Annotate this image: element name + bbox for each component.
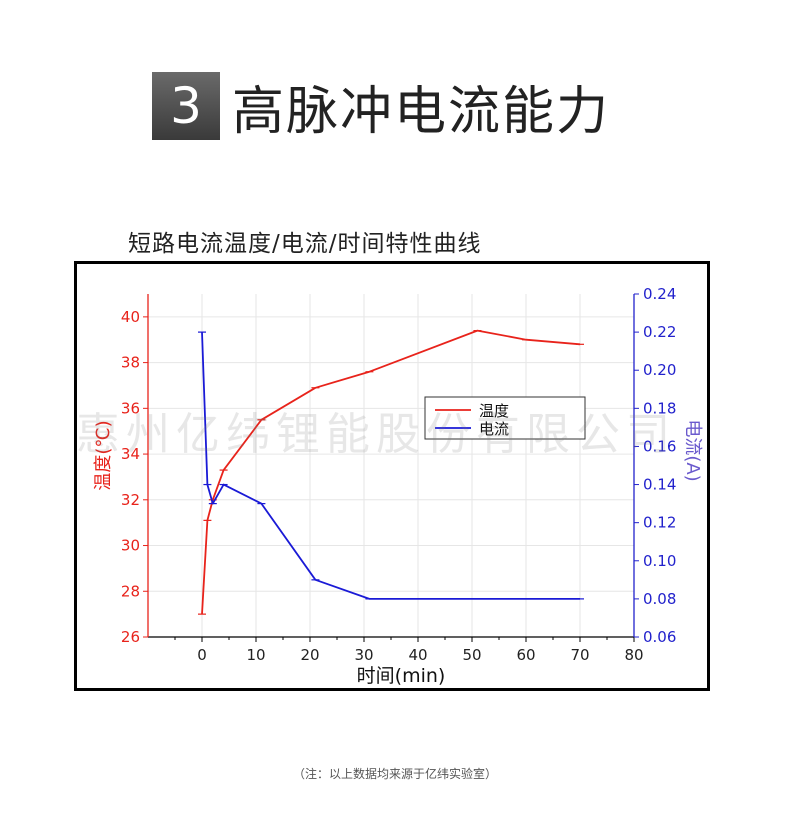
x-axis-label: 时间(min) [357,665,446,687]
y-right-tick-label: 0.12 [643,514,676,532]
y-left-tick-label: 36 [121,399,140,417]
y-right-tick-label: 0.10 [643,552,676,570]
footnote: （注：以上数据均来源于亿纬实验室） [292,767,497,781]
current-line [201,332,580,600]
x-tick-label: 70 [570,646,589,664]
y-right-axis-label: 电流(A) [682,419,703,481]
legend-label: 电流 [479,420,509,438]
y-right-tick-label: 0.24 [643,285,676,303]
y-left-tick-label: 38 [121,354,140,372]
x-tick-label: 10 [246,646,265,664]
x-tick-label: 50 [462,646,481,664]
y-left-tick-label: 30 [121,537,140,555]
y-right-tick-label: 0.06 [643,628,676,646]
x-tick-label: 60 [516,646,535,664]
y-right-tick-label: 0.22 [643,323,676,341]
legend-label: 温度 [479,402,509,420]
y-left-tick-label: 28 [121,582,140,600]
x-tick-label: 80 [624,646,643,664]
x-tick-label: 20 [300,646,319,664]
section-number: 3 [152,72,220,140]
y-right-tick-label: 0.18 [643,399,676,417]
y-left-tick-label: 26 [121,628,140,646]
y-right-tick-label: 0.14 [643,476,676,494]
x-tick-label: 0 [197,646,207,664]
chart-title: 短路电流温度/电流/时间特性曲线 [128,231,482,257]
y-left-axis-label: 温度(℃) [93,420,114,490]
legend-box [424,396,586,440]
chart-frame [74,261,710,691]
y-right-tick-label: 0.16 [643,437,676,455]
y-left-tick-label: 40 [121,308,140,326]
y-left-tick-label: 32 [121,491,140,509]
section-title: 高脉冲电流能力 [232,81,611,142]
x-tick-label: 40 [408,646,427,664]
section-header: 3 高脉冲电流能力 [152,72,610,142]
y-right-tick-label: 0.08 [643,590,676,608]
x-tick-label: 30 [354,646,373,664]
y-right-tick-label: 0.20 [643,361,676,379]
watermark: 惠州亿纬锂能股份有限公司 [76,409,676,460]
y-left-tick-label: 34 [121,445,140,463]
temperature-line [201,329,581,615]
